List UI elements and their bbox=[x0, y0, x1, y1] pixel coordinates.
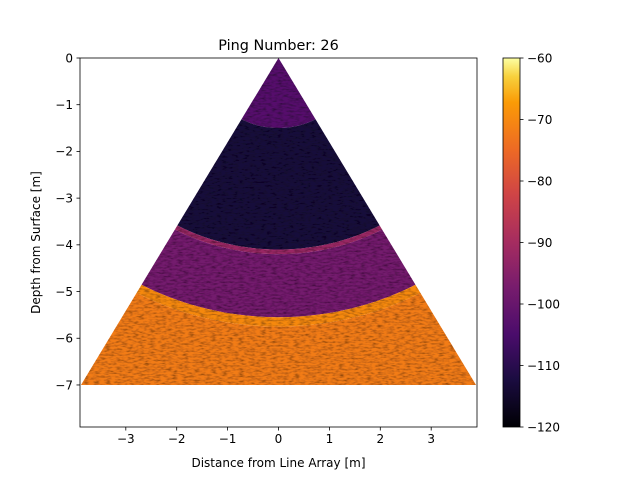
sector-layer bbox=[174, 225, 383, 255]
y-tick-label: −3 bbox=[55, 191, 73, 205]
x-axis: −3 −2 −1 0 1 2 3 bbox=[117, 427, 435, 446]
y-tick-label: −6 bbox=[55, 332, 73, 346]
colorbar-tick-label: −70 bbox=[527, 113, 552, 127]
colorbar-tick-label: −60 bbox=[527, 51, 552, 65]
y-tick-label: −7 bbox=[55, 378, 73, 392]
sector-layer bbox=[81, 292, 476, 385]
x-tick-label: −3 bbox=[117, 432, 135, 446]
x-tick-label: 2 bbox=[376, 432, 384, 446]
y-tick-label: −2 bbox=[55, 145, 73, 159]
x-tick-label: −1 bbox=[219, 432, 237, 446]
colorbar-tick-label: −90 bbox=[527, 236, 552, 250]
sector-layer bbox=[136, 284, 421, 327]
colorbar-tick-label: −100 bbox=[527, 297, 560, 311]
x-tick-label: 3 bbox=[427, 432, 435, 446]
y-tick-label: 0 bbox=[65, 51, 73, 65]
sector-layer bbox=[141, 229, 416, 318]
y-axis: 0 −1 −2 −3 −4 −5 −6 −7 bbox=[55, 51, 80, 392]
y-tick-label: −5 bbox=[55, 285, 73, 299]
x-tick-label: 0 bbox=[275, 432, 283, 446]
colorbar-tick-label: −80 bbox=[527, 174, 552, 188]
sonar-sector bbox=[81, 58, 476, 385]
sector-layer bbox=[241, 58, 316, 129]
x-tick-label: 1 bbox=[326, 432, 334, 446]
y-tick-label: −4 bbox=[55, 238, 73, 252]
colorbar-gradient bbox=[502, 57, 521, 428]
colorbar: −60 −70 −80 −90 −100 −110 −120 bbox=[502, 51, 560, 434]
y-axis-label: Depth from Surface [m] bbox=[29, 171, 43, 314]
x-axis-label: Distance from Line Array [m] bbox=[191, 456, 365, 470]
sector-layer bbox=[177, 119, 380, 250]
colorbar-tick-label: −120 bbox=[527, 420, 560, 434]
x-tick-label: −2 bbox=[168, 432, 186, 446]
colorbar-ticks: −60 −70 −80 −90 −100 −110 −120 bbox=[520, 51, 560, 434]
colorbar-tick-label: −110 bbox=[527, 359, 560, 373]
chart-title: Ping Number: 26 bbox=[218, 38, 338, 54]
plot-area bbox=[81, 58, 476, 385]
y-tick-label: −1 bbox=[55, 98, 73, 112]
